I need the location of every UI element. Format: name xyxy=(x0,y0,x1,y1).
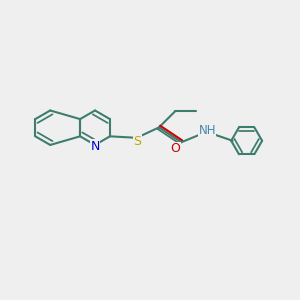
Text: NH: NH xyxy=(198,124,216,137)
Text: O: O xyxy=(170,142,180,155)
Text: N: N xyxy=(90,140,100,153)
Text: S: S xyxy=(133,135,141,148)
